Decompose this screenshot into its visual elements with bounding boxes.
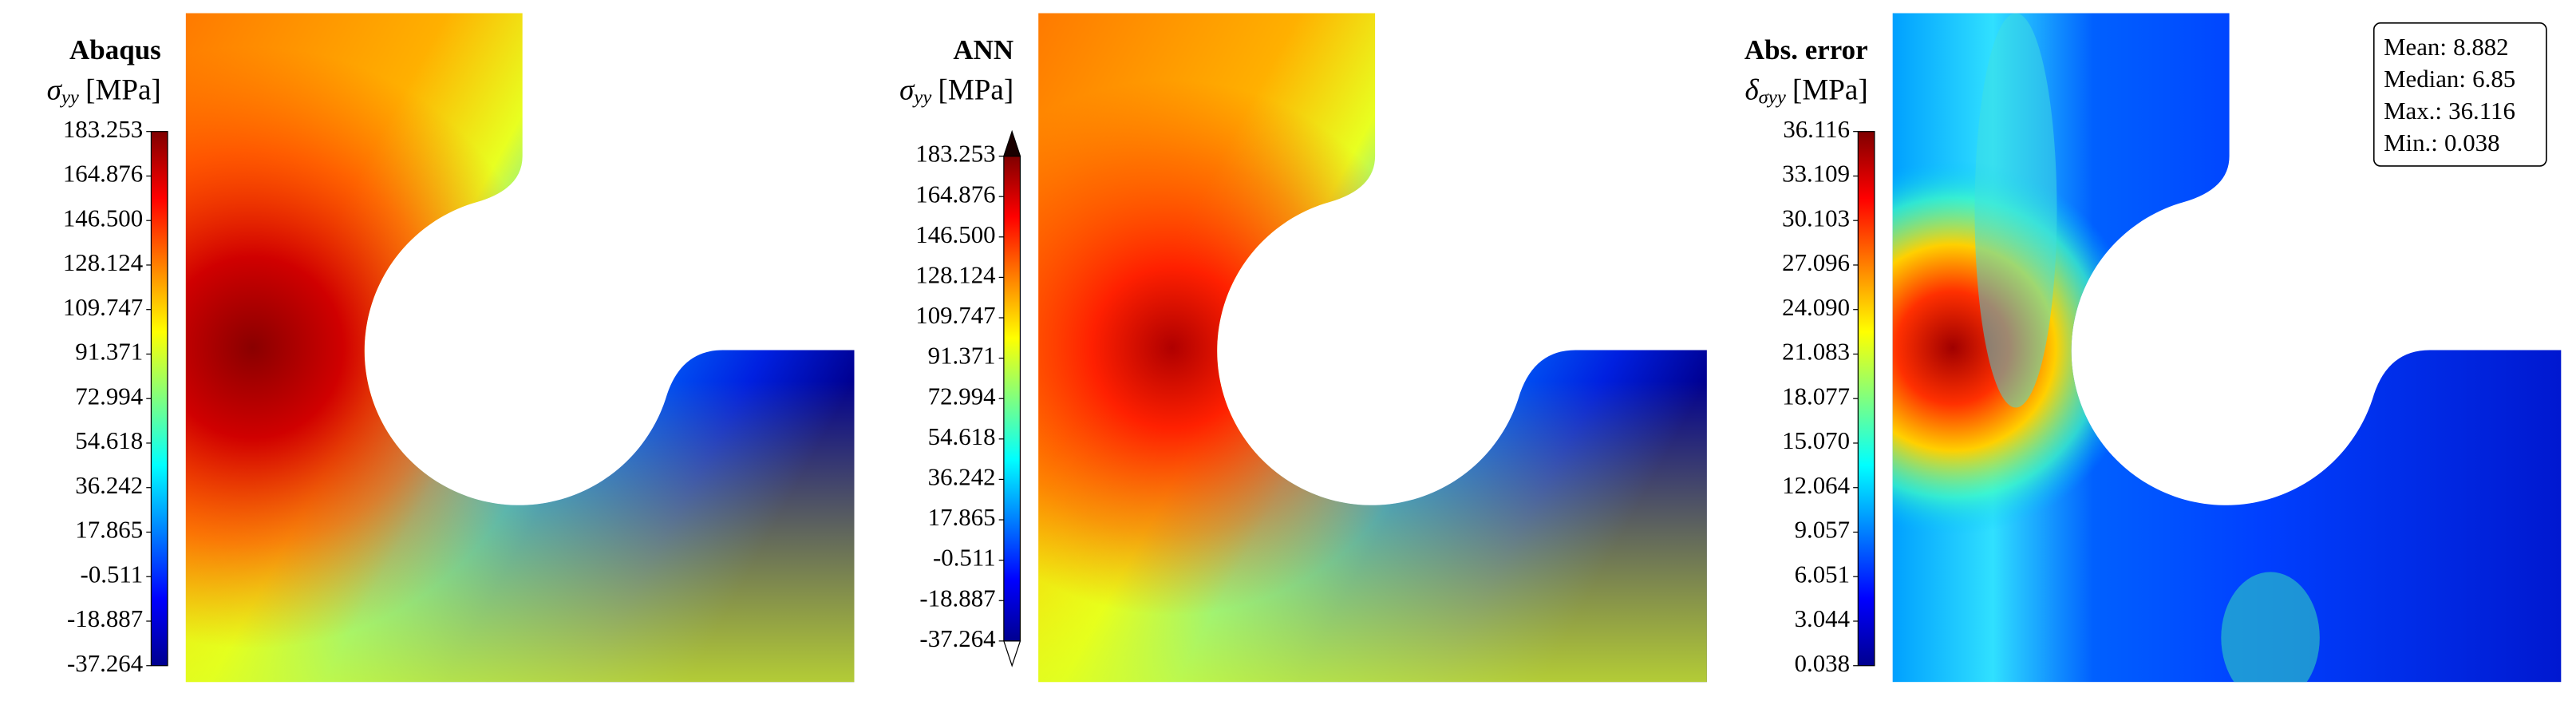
colorbar-tick-label: 36.242 xyxy=(928,463,996,491)
colorbar-tick-label: 91.371 xyxy=(928,342,996,370)
stats-line: Mean: 8.882 xyxy=(2384,33,2509,61)
colorbar xyxy=(150,131,168,667)
colorbar-tick-label: -37.264 xyxy=(919,624,995,652)
colorbar-tick-label: 183.253 xyxy=(915,140,995,168)
colorbar-tick-label: 36.242 xyxy=(75,471,143,499)
stats-label: Min.: xyxy=(2384,129,2438,156)
subscript: yy xyxy=(911,86,931,108)
colorbar-extend-max xyxy=(1003,129,1021,157)
colorbar-tick-label: -18.887 xyxy=(67,604,143,632)
colorbar-tick-label: 72.994 xyxy=(928,382,996,410)
colorbar-tick-label: 30.103 xyxy=(1782,204,1850,232)
colorbar-tick-label: 36.116 xyxy=(1783,115,1850,143)
symbol: σ xyxy=(47,73,63,106)
panel-title: Abaqus xyxy=(69,34,161,65)
colorbar xyxy=(1003,155,1021,642)
subscript: σyy xyxy=(1759,86,1786,108)
colorbar-tick-label: 18.077 xyxy=(1782,382,1850,410)
stats-line: Max.: 36.116 xyxy=(2384,97,2515,125)
colorbar-tick-label: 17.865 xyxy=(928,503,996,531)
stats-line: Median: 6.85 xyxy=(2384,65,2515,93)
stats-value: 6.85 xyxy=(2472,65,2515,93)
colorbar-tick-label: 24.090 xyxy=(1782,293,1850,321)
colorbar-label: σyy [MPa] xyxy=(47,73,161,108)
field xyxy=(1038,13,1707,683)
colorbar-tick-label: 15.070 xyxy=(1782,426,1850,454)
stats-line: Min.: 0.038 xyxy=(2384,129,2499,156)
colorbar-tick-label: 17.865 xyxy=(75,516,143,544)
colorbar-tick-label: 6.051 xyxy=(1795,560,1850,588)
colorbar-extend-min xyxy=(1003,640,1021,667)
colorbar-label: δσyy [MPa] xyxy=(1744,73,1867,108)
colorbar-tick-label: 27.096 xyxy=(1782,248,1850,276)
colorbar-tick-label: 54.618 xyxy=(928,422,996,450)
stats-label: Median: xyxy=(2384,65,2466,93)
panel-title: Abs. error xyxy=(1744,34,1868,65)
colorbar-tick-label: 12.064 xyxy=(1782,471,1850,499)
stats-box xyxy=(2373,22,2547,167)
colorbar-tick-label: 21.083 xyxy=(1782,338,1850,366)
subscript: yy xyxy=(59,86,79,108)
colorbar-tick-label: 128.124 xyxy=(63,248,143,276)
field xyxy=(185,13,855,683)
colorbar-tick-label: 9.057 xyxy=(1795,516,1850,544)
colorbar-tick-label: 3.044 xyxy=(1795,604,1850,632)
colorbar xyxy=(1857,131,1875,667)
colorbar-tick-label: 128.124 xyxy=(915,260,995,288)
symbol: δ xyxy=(1744,73,1759,106)
stats-value: 8.882 xyxy=(2453,33,2508,61)
colorbar-tick-label: 146.500 xyxy=(63,204,143,232)
colorbar-tick-label: 0.038 xyxy=(1795,649,1850,677)
colorbar-tick-label: 54.618 xyxy=(75,426,143,454)
colorbar-tick-label: 33.109 xyxy=(1782,160,1850,188)
colorbar-tick-label: 146.500 xyxy=(915,220,995,248)
unit: [MPa] xyxy=(938,73,1014,106)
colorbar-tick-label: -0.511 xyxy=(81,560,144,588)
colorbar-tick-label: -18.887 xyxy=(919,584,995,612)
colorbar-tick-label: 109.747 xyxy=(63,293,143,321)
colorbar-tick-label: -0.511 xyxy=(933,544,996,572)
stats-label: Max.: xyxy=(2384,97,2442,125)
stats-value: 36.116 xyxy=(2448,97,2515,125)
unit: [MPa] xyxy=(1792,73,1868,106)
stats-label: Mean: xyxy=(2384,33,2447,61)
colorbar-tick-label: 183.253 xyxy=(63,115,143,143)
colorbar-tick-label: 72.994 xyxy=(75,382,143,410)
panel-title: ANN xyxy=(953,34,1013,65)
stats-value: 0.038 xyxy=(2444,129,2499,156)
colorbar-tick-label: 164.876 xyxy=(63,160,143,188)
colorbar-tick-label: 109.747 xyxy=(915,301,995,329)
unit: [MPa] xyxy=(85,73,161,106)
colorbar-tick-label: 91.371 xyxy=(75,338,143,366)
colorbar-label: σyy [MPa] xyxy=(899,73,1013,108)
colorbar-tick-label: 164.876 xyxy=(915,180,995,208)
symbol: σ xyxy=(899,73,915,106)
colorbar-tick-label: -37.264 xyxy=(67,649,143,677)
